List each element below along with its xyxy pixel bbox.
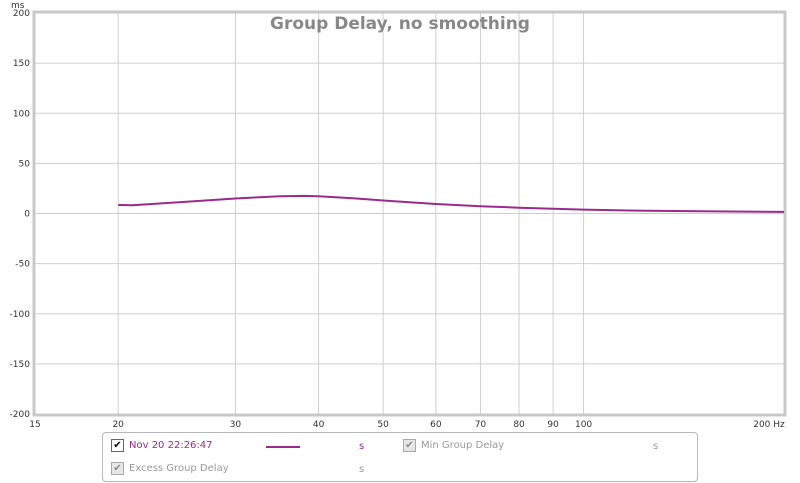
legend-item-min-group-delay[interactable]: ✔ Min Group Delay [403,439,504,452]
x-tick-label: 15 [29,420,40,430]
y-tick-label: 150 [13,59,30,69]
x-tick-label: 60 [430,420,442,430]
x-tick-label: 90 [547,420,559,430]
x-tick-label: 20 [112,420,124,430]
y-tick-label: -50 [15,260,30,270]
legend-label: Nov 20 22:26:47 [129,440,213,451]
series-group [118,194,785,213]
series-line [118,194,785,213]
y-tick-label: 200 [13,9,30,19]
checkbox-icon[interactable]: ✔ [111,439,124,452]
x-tick-label: 200 Hz [753,420,785,430]
legend-unit: s [359,441,365,452]
y-tick-labels: 200 150 100 50 0 -50 -100 -150 -200 [10,9,31,420]
legend-label: Min Group Delay [421,440,505,451]
x-tick-label: 50 [377,420,389,430]
legend-unit: s [359,464,365,475]
x-tick-label: 100 [575,420,592,430]
x-tick-label: 40 [313,420,325,430]
plot-border [32,10,787,417]
checkbox-icon[interactable]: ✔ [111,462,124,475]
legend-item-excess-group-delay[interactable]: ✔ Excess Group Delay [111,462,229,475]
y-tick-label: -200 [10,410,31,420]
chart-title: Group Delay, no smoothing [270,14,530,34]
x-tick-label: 70 [475,420,487,430]
legend-label: Excess Group Delay [129,463,229,474]
y-tick-label: 100 [13,109,30,119]
legend-panel: ✔ Nov 20 22:26:47 s ✔ Min Group Delay s … [102,432,698,482]
y-axis-unit-label: ms [11,1,25,11]
y-tick-label: -150 [10,360,31,370]
x-tick-label: 30 [230,420,242,430]
legend-line-swatch [266,446,300,448]
y-tick-label: -100 [10,310,31,320]
legend-unit: s [653,441,659,452]
y-tick-label: 0 [24,210,30,220]
y-tick-label: 50 [19,159,31,169]
x-tick-labels: 15 20 30 40 50 60 70 80 90 100 200 Hz [29,420,785,430]
x-tick-label: 80 [513,420,525,430]
horizontal-grid [35,62,784,365]
checkbox-icon[interactable]: ✔ [403,439,416,452]
legend-item-measurement[interactable]: ✔ Nov 20 22:26:47 [111,439,213,452]
